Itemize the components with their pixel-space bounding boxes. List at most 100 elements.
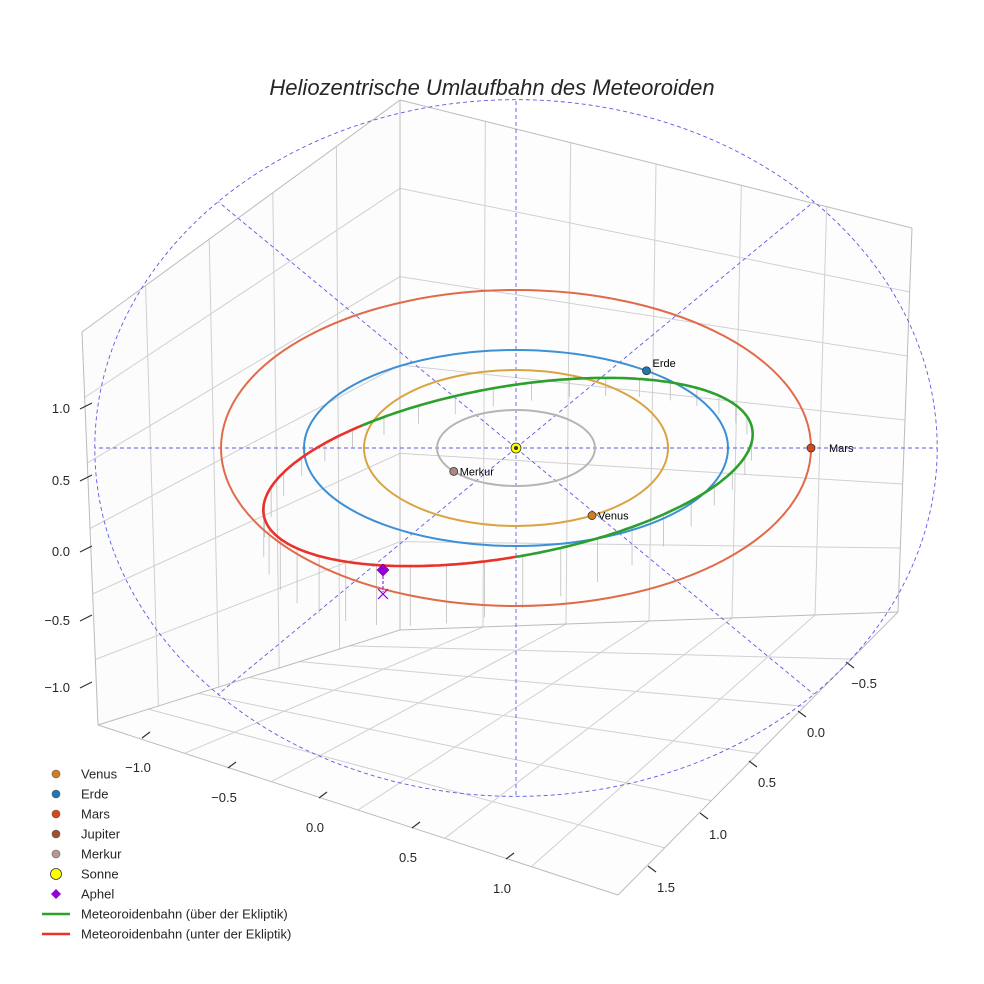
ecliptic-spoke <box>217 447 517 695</box>
y-tick-mark <box>748 760 758 768</box>
grid-lines <box>84 121 910 868</box>
x-tick-label: −1.0 <box>125 760 151 775</box>
legend-label: Meteoroidenbahn (unter der Ekliptik) <box>81 927 291 942</box>
legend-marker <box>50 868 62 880</box>
x-tick-label: 0.5 <box>399 850 417 865</box>
planet-erde <box>642 366 651 376</box>
x-tick-mark <box>141 731 151 739</box>
z-tick-label: −1.0 <box>44 680 70 695</box>
planet-label: Erde <box>653 358 676 370</box>
floor-pane <box>98 612 898 895</box>
box-edge <box>81 99 401 333</box>
grid-line <box>87 276 401 464</box>
legend-marker <box>51 789 61 799</box>
axes-box <box>81 99 913 896</box>
box-edge <box>897 227 913 613</box>
y-axis-ticks: −0.5 0.0 0.5 1.0 1.5 <box>647 661 877 895</box>
y-tick-mark <box>797 710 807 718</box>
x-tick-mark <box>227 761 237 769</box>
grid-line <box>349 645 852 660</box>
planet-label: Venus <box>598 511 629 523</box>
planet-label: Merkur <box>460 466 495 478</box>
legend-item: Mars <box>51 807 110 822</box>
box-edge <box>81 331 99 726</box>
y-tick-label: 1.0 <box>709 827 727 842</box>
x-axis-ticks: −1.0 −0.5 0.0 0.5 1.0 <box>125 731 515 896</box>
y-tick-label: 0.0 <box>807 725 825 740</box>
legend: Venus Erde Mars Jupiter Merkur Sonne Aphel Mete… <box>42 767 291 942</box>
back-pane-right <box>400 100 912 630</box>
legend-item: Erde <box>51 787 108 802</box>
legend-marker <box>51 889 61 899</box>
ecliptic-grid <box>94 99 938 797</box>
meteoroid-orbit-below <box>262 424 516 568</box>
legend-label: Erde <box>81 787 108 802</box>
legend-item: Meteoroidenbahn (unter der Ekliptik) <box>42 927 291 942</box>
orbit-erde <box>303 349 729 547</box>
legend-item: Aphel <box>51 887 114 902</box>
y-tick-mark <box>647 865 657 873</box>
x-tick-label: 0.0 <box>306 820 324 835</box>
legend-label: Jupiter <box>81 827 121 842</box>
meteoroid-orbit <box>262 376 755 568</box>
z-tick-mark <box>79 681 93 689</box>
y-tick-mark <box>699 812 709 820</box>
legend-label: Meteoroidenbahn (über der Ekliptik) <box>81 907 288 922</box>
legend-marker <box>51 769 61 779</box>
grid-line <box>399 541 901 549</box>
x-tick-mark <box>505 852 515 860</box>
sun-core <box>514 446 518 450</box>
legend-label: Mars <box>81 807 110 822</box>
legend-item: Merkur <box>51 847 122 862</box>
drop-lines <box>263 377 753 626</box>
z-tick-label: −0.5 <box>44 613 70 628</box>
box-edge <box>399 99 913 229</box>
grid-line <box>399 187 910 293</box>
grid-line <box>399 364 906 421</box>
y-tick-label: −0.5 <box>851 676 877 691</box>
z-tick-label: 0.0 <box>52 544 70 559</box>
legend-marker <box>51 809 61 819</box>
legend-label: Aphel <box>81 887 114 902</box>
back-pane-left <box>82 100 400 725</box>
x-tick-label: 1.0 <box>493 881 511 896</box>
grid-line <box>84 187 401 398</box>
ecliptic-spoke <box>515 201 815 449</box>
z-tick-mark <box>79 614 93 622</box>
planet-label: Mars <box>829 443 854 455</box>
planet-merkur <box>449 466 459 476</box>
ecliptic-spoke <box>515 447 815 695</box>
y-tick-label: 1.5 <box>657 880 675 895</box>
grid-line <box>399 452 903 485</box>
ecliptic-spoke <box>217 201 517 449</box>
legend-item: Jupiter <box>51 827 121 842</box>
planet-mars <box>806 443 816 453</box>
legend-label: Venus <box>81 767 118 782</box>
legend-item: Sonne <box>50 867 119 882</box>
x-tick-mark <box>411 821 421 829</box>
legend-item: Meteoroidenbahn (über der Ekliptik) <box>42 907 288 922</box>
meteoroid-orbit-above <box>361 376 755 559</box>
orbit-merkur <box>436 409 596 487</box>
y-tick-label: 0.5 <box>758 775 776 790</box>
box-edge <box>97 724 619 896</box>
legend-label: Merkur <box>81 847 122 862</box>
z-tick-mark <box>79 474 93 482</box>
planet-venus <box>587 511 597 520</box>
legend-marker <box>51 849 61 859</box>
z-tick-mark <box>79 402 93 410</box>
box-edge <box>399 611 899 631</box>
x-tick-mark <box>318 791 328 799</box>
z-axis-ticks: 1.0 0.5 0.0 −0.5 −1.0 <box>44 401 93 695</box>
grid-line <box>92 452 401 595</box>
grid-line <box>89 364 401 529</box>
z-tick-label: 1.0 <box>52 401 70 416</box>
orbit-venus <box>363 369 669 527</box>
z-tick-label: 0.5 <box>52 473 70 488</box>
legend-marker <box>51 829 61 839</box>
legend-item: Venus <box>51 767 118 782</box>
z-tick-mark <box>79 545 93 553</box>
legend-label: Sonne <box>81 867 119 882</box>
markers: Merkur Venus Erde Mars <box>376 358 854 600</box>
